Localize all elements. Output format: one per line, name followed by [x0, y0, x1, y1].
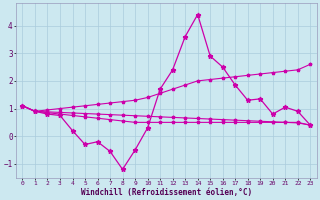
X-axis label: Windchill (Refroidissement éolien,°C): Windchill (Refroidissement éolien,°C) — [81, 188, 252, 197]
